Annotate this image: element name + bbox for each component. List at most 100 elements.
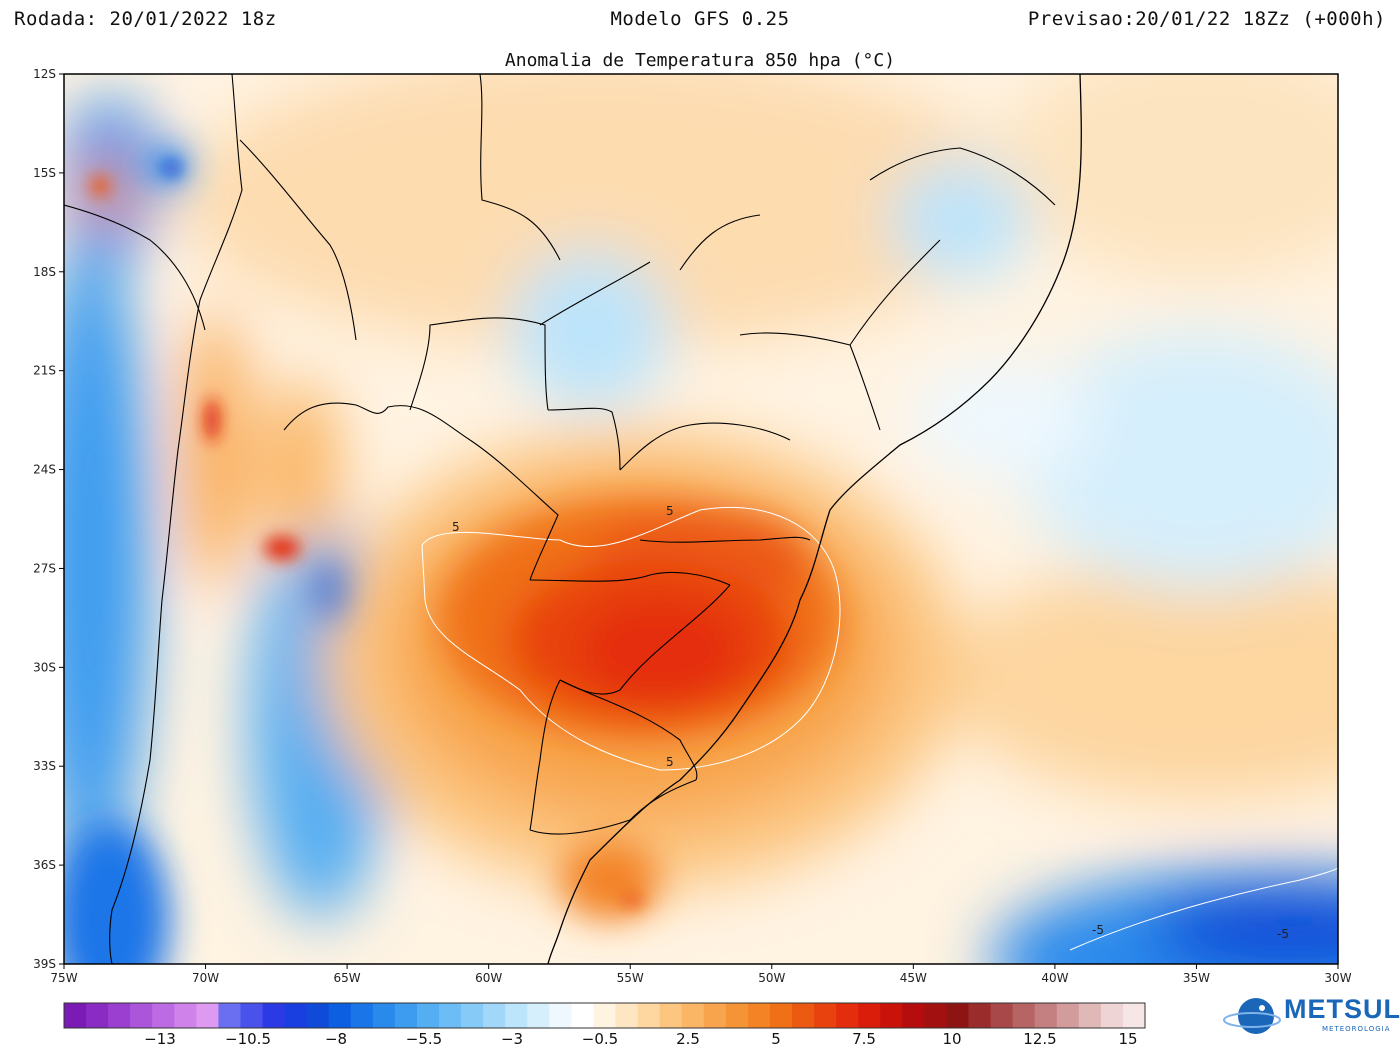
colorbar-swatch (571, 1003, 594, 1028)
lon-tick-label: 55W (617, 971, 644, 985)
lat-tick-label: 12S (33, 67, 56, 81)
colorbar-swatch (681, 1003, 705, 1028)
lon-tick-label: 35W (1183, 971, 1210, 985)
colorbar-swatch (86, 1003, 109, 1028)
metsul-logo: METSUL METEOROLOGIA (1222, 992, 1400, 1042)
colorbar-swatch (880, 1003, 903, 1028)
lat-tick-label: 36S (33, 858, 56, 872)
colorbar-swatch (416, 1003, 440, 1028)
contour-label: 5 (666, 504, 674, 518)
colorbar-frame (63, 1002, 1146, 1029)
lon-tick-label: 70W (192, 971, 219, 985)
colorbar-swatch (968, 1003, 992, 1028)
lat-tick-label: 24S (33, 463, 56, 477)
lon-tick-label: 75W (50, 971, 77, 985)
colorbar-swatch (615, 1003, 639, 1028)
forecast-time-label: Previsao:20/01/22 18Zz (+000h) (1027, 8, 1386, 30)
contour-plus5 (421, 506, 841, 771)
colorbar-label: −13 (144, 1030, 176, 1048)
colorbar-swatch (549, 1003, 572, 1028)
coastline (547, 74, 1082, 964)
colorbar-swatch (372, 1003, 396, 1028)
colorbar-swatch (902, 1003, 925, 1028)
colorbar-swatch (593, 1003, 617, 1028)
colorbar-swatch (769, 1003, 793, 1028)
colorbar-label: 2.5 (676, 1030, 700, 1048)
colorbar-swatch (659, 1003, 683, 1028)
colorbar-label: 5 (771, 1030, 781, 1048)
lat-tick-label: 30S (33, 660, 56, 674)
logo-text: METSUL (1284, 994, 1400, 1024)
colorbar-swatch (196, 1003, 219, 1028)
colorbar-swatch (306, 1003, 330, 1028)
lat-tick-label: 27S (33, 561, 56, 575)
colorbar-swatch (1012, 1003, 1036, 1028)
colorbar-swatch (924, 1003, 947, 1028)
colorbar-swatch (990, 1003, 1014, 1028)
lon-tick-label: 45W (900, 971, 927, 985)
colorbar-swatch (836, 1003, 859, 1028)
colorbar-swatch (64, 1003, 87, 1028)
colorbar-label: −3 (501, 1030, 523, 1048)
lon-tick-label: 60W (475, 971, 502, 985)
colorbar (63, 1002, 1146, 1029)
colorbar-swatch (174, 1003, 197, 1028)
colorbar-swatch (461, 1003, 484, 1028)
colorbar-swatch (240, 1003, 264, 1028)
colorbar-swatch (946, 1003, 970, 1028)
contour-label: 5 (666, 755, 674, 769)
colorbar-swatch (1100, 1003, 1124, 1028)
globe-icon (1223, 998, 1281, 1034)
colorbar-swatch (262, 1003, 286, 1028)
lon-tick-label: 30W (1324, 971, 1351, 985)
country-borders (64, 74, 1056, 964)
colorbar-label: 7.5 (852, 1030, 876, 1048)
lat-tick-label: 21S (33, 364, 56, 378)
anomaly-field: 5 5 5 -5 -5 (64, 74, 1338, 964)
colorbar-swatch (439, 1003, 462, 1028)
colorbar-swatch (814, 1003, 837, 1028)
colorbar-label: −5.5 (406, 1030, 442, 1048)
colorbar-swatch (747, 1003, 771, 1028)
colorbar-swatch (703, 1003, 727, 1028)
colorbar-label: −0.5 (582, 1030, 618, 1048)
colorbar-swatch (108, 1003, 131, 1028)
colorbar-swatch (284, 1003, 308, 1028)
colorbar-label: 10 (942, 1030, 961, 1048)
colorbar-swatch (483, 1003, 506, 1028)
colorbar-label: 12.5 (1023, 1030, 1056, 1048)
lat-tick-label: 18S (33, 265, 56, 279)
map-frame (63, 73, 1339, 965)
colorbar-swatch (1034, 1003, 1058, 1028)
contour-minus5 (1069, 867, 1338, 951)
lat-tick-label: 33S (33, 759, 56, 773)
colorbar-swatch (527, 1003, 550, 1028)
logo-subtext: METEOROLOGIA (1322, 1025, 1391, 1033)
model-name-label: Modelo GFS 0.25 (610, 8, 790, 30)
colorbar-swatch (505, 1003, 528, 1028)
run-time-label: Rodada: 20/01/2022 18z (14, 8, 277, 30)
latitude-axis: 12S 15S 18S 21S 24S 27S 30S 33S 36S 39S (33, 67, 64, 971)
colorbar-swatch (218, 1003, 241, 1028)
colorbar-label: −8 (325, 1030, 347, 1048)
colorbar-swatch (1122, 1003, 1146, 1028)
colorbar-label: −10.5 (225, 1030, 271, 1048)
colorbar-swatch (792, 1003, 815, 1028)
colorbar-label: 15 (1118, 1030, 1137, 1048)
lat-tick-label: 39S (33, 957, 56, 971)
contour-label: -5 (1277, 927, 1289, 941)
lat-tick-label: 15S (33, 166, 56, 180)
colorbar-swatch (637, 1003, 661, 1028)
map-title: Anomalia de Temperatura 850 hpa (°C) (504, 50, 896, 71)
lon-tick-label: 40W (1041, 971, 1068, 985)
colorbar-swatch (1078, 1003, 1102, 1028)
contour-label: -5 (1092, 923, 1104, 937)
colorbar-swatch (350, 1003, 374, 1028)
colorbar-swatch (394, 1003, 418, 1028)
lon-tick-label: 50W (758, 971, 785, 985)
colorbar-swatch (725, 1003, 749, 1028)
lon-tick-label: 65W (334, 971, 361, 985)
longitude-axis: 75W 70W 65W 60W 55W 50W 45W 40W 35W 30W (50, 964, 1352, 985)
colorbar-swatch (130, 1003, 153, 1028)
